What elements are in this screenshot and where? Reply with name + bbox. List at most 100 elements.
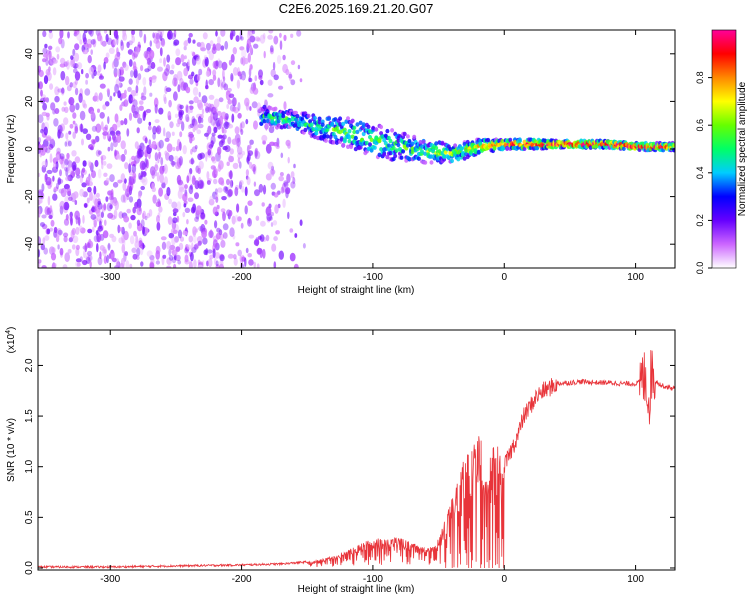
- heatmap-cell: [67, 160, 73, 168]
- heatmap-cell: [265, 143, 272, 154]
- heatmap-cell: [246, 156, 249, 163]
- heatmap-cell: [167, 110, 172, 121]
- heatmap-cell: [54, 95, 60, 103]
- heatmap-cell: [194, 216, 200, 223]
- heatmap-cell: [85, 180, 89, 185]
- heatmap-cell: [154, 164, 159, 172]
- heatmap-layer: [38, 30, 675, 268]
- heatmap-cell: [217, 110, 222, 116]
- heatmap-cell: [361, 122, 366, 127]
- heatmap-cell: [175, 48, 181, 57]
- heatmap-cell: [60, 187, 67, 198]
- heatmap-cell: [285, 68, 290, 76]
- heatmap-cell: [40, 192, 45, 200]
- heatmap-cell: [352, 129, 357, 135]
- heatmap-cell: [40, 89, 43, 97]
- heatmap-cell: [333, 117, 338, 122]
- heatmap-cell: [212, 69, 217, 77]
- snr-panel: -300 -200 -100 0 100 0.0 0.5 1.0 1.5 2.0 Height …: [5, 327, 676, 595]
- heatmap-cell: [40, 222, 45, 227]
- heatmap-cell: [226, 189, 232, 198]
- heatmap-cell: [100, 155, 104, 166]
- heatmap-cell: [67, 174, 73, 182]
- heatmap-cell: [76, 62, 83, 70]
- heatmap-cell: [178, 156, 183, 166]
- heatmap-cell: [338, 116, 343, 121]
- heatmap-cell: [259, 34, 266, 44]
- heatmap-cell: [92, 139, 96, 145]
- heatmap-cell: [287, 211, 290, 220]
- heatmap-cell: [297, 64, 301, 70]
- heatmap-cell: [177, 189, 183, 200]
- heatmap-cell: [258, 69, 263, 78]
- heatmap-cell: [117, 224, 121, 234]
- heatmap-cell: [334, 126, 339, 131]
- heatmap-cell: [42, 53, 49, 58]
- heatmap-cell: [239, 179, 244, 186]
- heatmap-cell: [185, 86, 191, 94]
- heatmap-cell: [177, 179, 183, 186]
- heatmap-cell: [220, 208, 226, 213]
- heatmap-cell: [312, 115, 317, 121]
- heatmap-cell: [159, 58, 163, 64]
- heatmap-cell: [388, 151, 393, 156]
- heatmap-cell: [142, 210, 146, 220]
- heatmap-cell: [256, 37, 261, 42]
- heatmap-cell: [155, 245, 161, 255]
- heatmap-cell: [232, 47, 237, 55]
- heatmap-cell: [322, 133, 327, 138]
- heatmap-cell: [227, 189, 233, 197]
- heatmap-cell: [75, 215, 79, 225]
- heatmap-cell: [74, 52, 80, 62]
- heatmap-cell: [184, 184, 188, 190]
- heatmap-cell: [212, 106, 218, 114]
- heatmap-cell: [214, 188, 218, 195]
- heatmap-cell: [182, 230, 188, 236]
- heatmap-cell: [41, 183, 45, 192]
- heatmap-cell: [90, 49, 93, 55]
- heatmap-cell: [251, 101, 258, 109]
- heatmap-cell: [410, 141, 415, 146]
- heatmap-cell: [500, 139, 505, 144]
- heatmap-cell: [246, 176, 251, 186]
- heatmap-cell: [222, 232, 228, 239]
- heatmap-cell: [128, 59, 133, 67]
- heatmap-cell: [263, 50, 266, 59]
- heatmap-cell: [290, 171, 295, 179]
- heatmap-cell: [71, 150, 77, 157]
- heatmap-cell: [89, 191, 93, 201]
- heatmap-cell: [148, 139, 152, 146]
- heatmap-cell: [136, 247, 141, 257]
- heatmap-cell: [382, 152, 387, 157]
- heatmap-cell: [221, 81, 227, 88]
- heatmap-cell: [110, 214, 116, 220]
- heatmap-cell: [206, 180, 211, 185]
- heatmap-cell: [131, 163, 137, 174]
- y-tick-label: 40: [24, 48, 35, 60]
- heatmap-cell: [72, 112, 77, 119]
- heatmap-cell: [213, 126, 218, 134]
- heatmap-cell: [347, 129, 352, 134]
- heatmap-cell: [95, 123, 102, 133]
- heatmap-cell: [127, 86, 132, 92]
- heatmap-cell: [239, 46, 245, 51]
- heatmap-cell: [208, 230, 214, 239]
- heatmap-cell: [87, 242, 91, 248]
- heatmap-cell: [192, 86, 199, 96]
- heatmap-cell: [54, 86, 60, 96]
- heatmap-cell: [124, 162, 129, 170]
- heatmap-cell: [149, 262, 155, 268]
- heatmap-cell: [262, 248, 266, 259]
- heatmap-cell: [126, 208, 131, 214]
- heatmap-cell: [63, 166, 70, 172]
- heatmap-cell: [123, 118, 128, 125]
- heatmap-cell: [158, 107, 164, 115]
- heatmap-cell: [102, 104, 107, 110]
- heatmap-cell: [166, 257, 172, 266]
- heatmap-cell: [97, 168, 102, 179]
- heatmap-cell: [101, 163, 104, 170]
- heatmap-cell: [377, 152, 382, 157]
- heatmap-cell: [119, 155, 122, 161]
- heatmap-cell: [65, 75, 70, 86]
- heatmap-cell: [350, 118, 355, 124]
